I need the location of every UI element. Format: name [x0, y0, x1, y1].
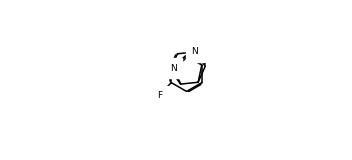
Text: N: N: [170, 64, 177, 72]
Text: N: N: [191, 48, 198, 56]
Text: F: F: [157, 91, 163, 100]
